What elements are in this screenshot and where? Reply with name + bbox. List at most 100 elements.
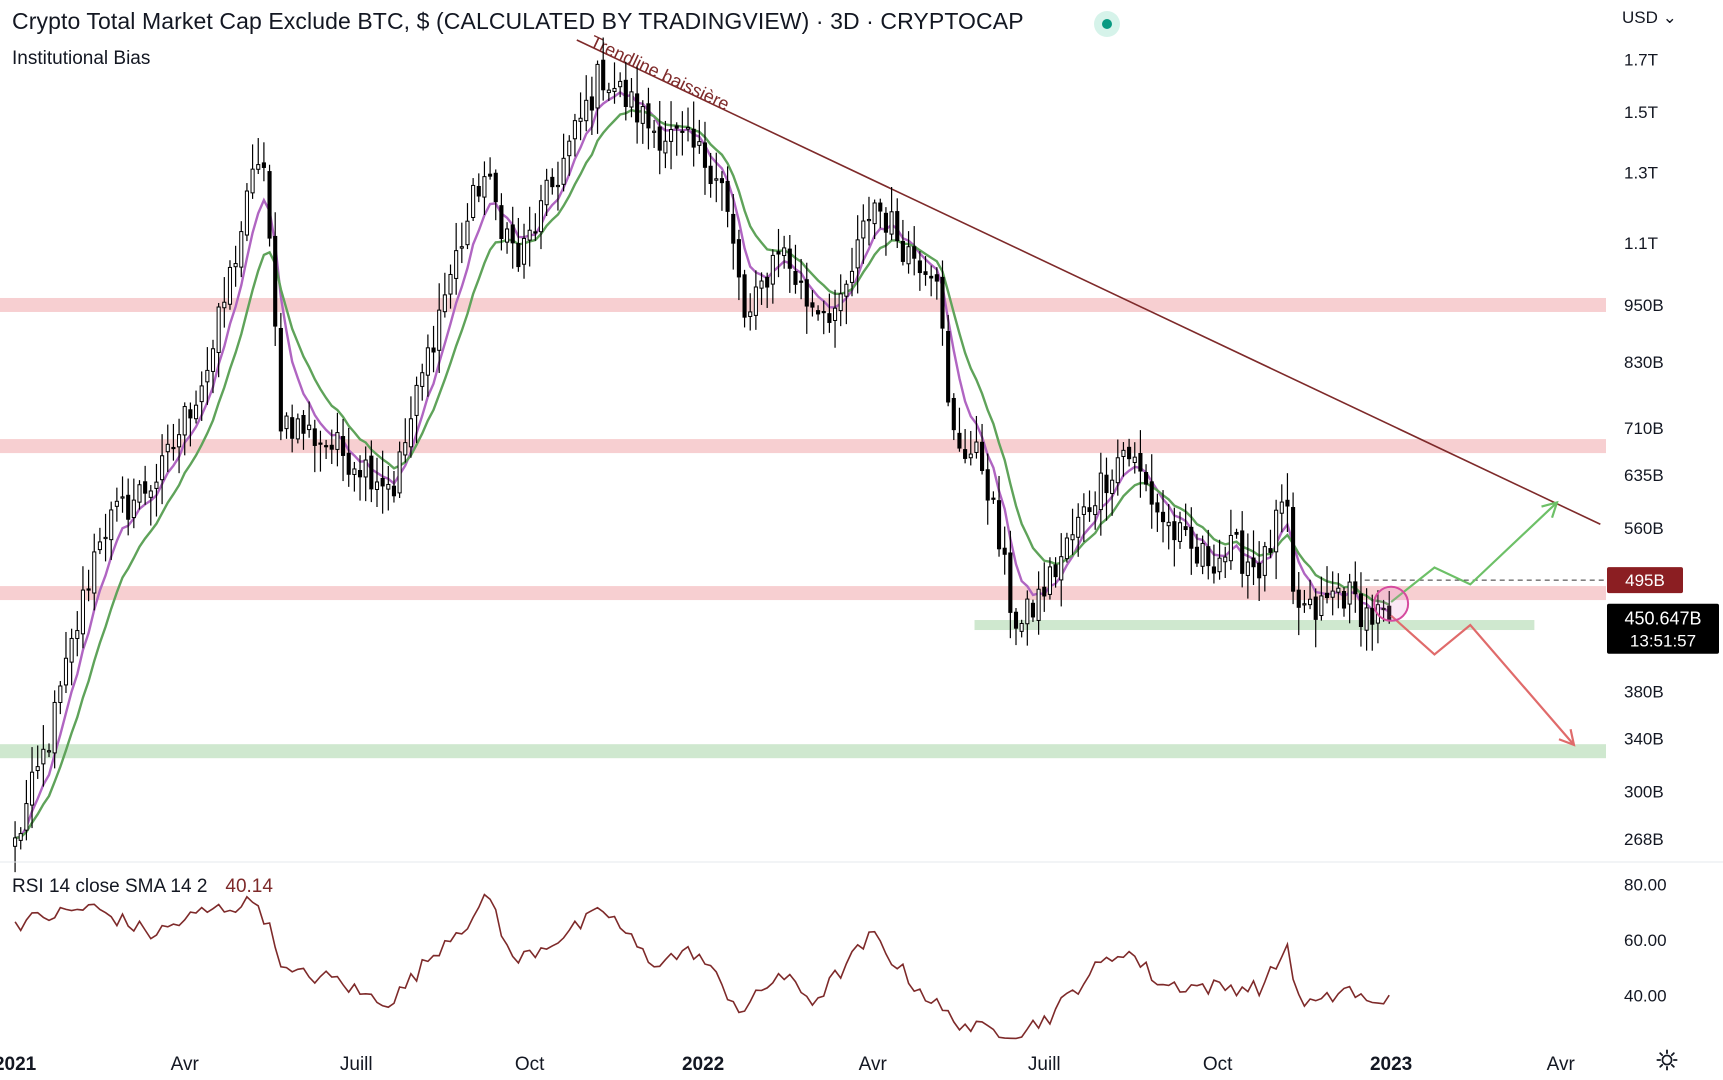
candle-body <box>550 176 555 188</box>
chevron-down-icon: ⌄ <box>1657 8 1677 27</box>
time-axis-label: Juill <box>340 1054 373 1075</box>
candle-body <box>41 748 46 765</box>
candle-body <box>1115 457 1120 484</box>
bear-projection-arrow <box>1390 614 1575 746</box>
candle-body <box>58 685 63 703</box>
candle-body <box>431 347 436 353</box>
candle-body <box>917 260 922 274</box>
currency-selector[interactable]: USD ⌄ <box>1622 8 1677 28</box>
candle-body <box>1279 501 1284 514</box>
candle-body <box>934 274 939 282</box>
candle-body <box>493 172 498 203</box>
candle-body <box>24 803 29 831</box>
candle-body <box>663 140 668 154</box>
candle-body <box>708 165 713 185</box>
candle-body <box>657 126 662 151</box>
candle-body <box>589 96 594 111</box>
candle-body <box>120 496 125 499</box>
candle-body <box>1211 566 1216 574</box>
ema-slow-line <box>14 108 1390 840</box>
candle-body <box>1166 521 1171 527</box>
candle-body <box>697 141 702 146</box>
candle-body <box>770 254 775 285</box>
candle-body <box>516 243 521 268</box>
candle-body <box>731 213 736 244</box>
time-axis-label: Avr <box>859 1054 888 1075</box>
candle-body <box>1127 446 1132 460</box>
candle-body <box>408 418 413 448</box>
indicator-label[interactable]: Institutional Bias <box>12 48 151 69</box>
candle-body <box>957 432 962 449</box>
candle-body <box>335 432 340 450</box>
candle-body <box>488 173 493 177</box>
candle-body <box>13 837 18 847</box>
candle-body <box>222 301 227 309</box>
time-axis-label: Oct <box>515 1054 545 1075</box>
candle-body <box>991 497 996 500</box>
candle-body <box>301 414 306 434</box>
candle-body <box>1172 521 1177 541</box>
candle-body <box>1347 581 1352 605</box>
candle-body <box>544 179 549 206</box>
candle-body <box>1223 556 1228 563</box>
candle-body <box>1155 502 1160 513</box>
candle-body <box>832 307 838 321</box>
candle-body <box>1047 566 1052 595</box>
candle-body <box>719 178 725 184</box>
candle-body <box>318 442 323 445</box>
candle-body <box>533 231 538 234</box>
candle-body <box>714 178 719 181</box>
candle-body <box>555 184 561 188</box>
candle-body <box>1076 516 1081 538</box>
candle-body <box>357 470 363 478</box>
candle-body <box>1093 505 1098 516</box>
candle-body <box>346 452 351 475</box>
candle-body <box>97 541 102 551</box>
candle-body <box>572 120 577 140</box>
candle-body <box>929 275 934 279</box>
candle-body <box>437 309 442 351</box>
candle-body <box>103 536 108 540</box>
trendline <box>576 39 1601 525</box>
rsi-legend[interactable]: RSI 14 close SMA 14 2 40.14 <box>12 876 273 898</box>
candle-body <box>126 494 131 520</box>
candle-body <box>363 459 368 478</box>
candle-body <box>1064 537 1069 560</box>
candle-body <box>80 589 85 635</box>
gear-icon[interactable] <box>1656 1049 1678 1071</box>
candle-body <box>1358 593 1364 627</box>
candle-body <box>652 130 657 133</box>
candle-body <box>216 306 221 353</box>
candle-body <box>403 442 408 456</box>
candle-body <box>1291 507 1296 592</box>
price-axis-label: 1.7T <box>1624 50 1658 69</box>
support-line <box>974 620 1535 631</box>
candle-body <box>1319 595 1324 617</box>
candle-body <box>267 171 272 239</box>
candle-body <box>776 251 781 255</box>
candle-body <box>290 417 295 439</box>
candle-body <box>623 79 628 107</box>
candle-body <box>295 418 300 440</box>
candle-body <box>855 239 860 269</box>
candle-body <box>1059 556 1064 581</box>
candle-body <box>75 630 80 639</box>
decision-circle <box>1373 585 1410 622</box>
candle-body <box>889 211 894 235</box>
time-axis-label: Avr <box>171 1054 200 1075</box>
candle-body <box>668 129 674 142</box>
candle-body <box>1019 623 1024 632</box>
candle-body <box>1138 453 1143 472</box>
time-axis-label: 2021 <box>0 1054 37 1075</box>
candle-body <box>114 500 119 507</box>
candle-body <box>601 59 606 91</box>
candle-body <box>861 220 866 239</box>
candle-body <box>940 276 945 329</box>
candle-body <box>900 240 905 262</box>
candle-body <box>1144 472 1149 485</box>
candle-body <box>210 348 216 372</box>
candle-body <box>1104 474 1109 494</box>
candle-body <box>646 103 651 129</box>
